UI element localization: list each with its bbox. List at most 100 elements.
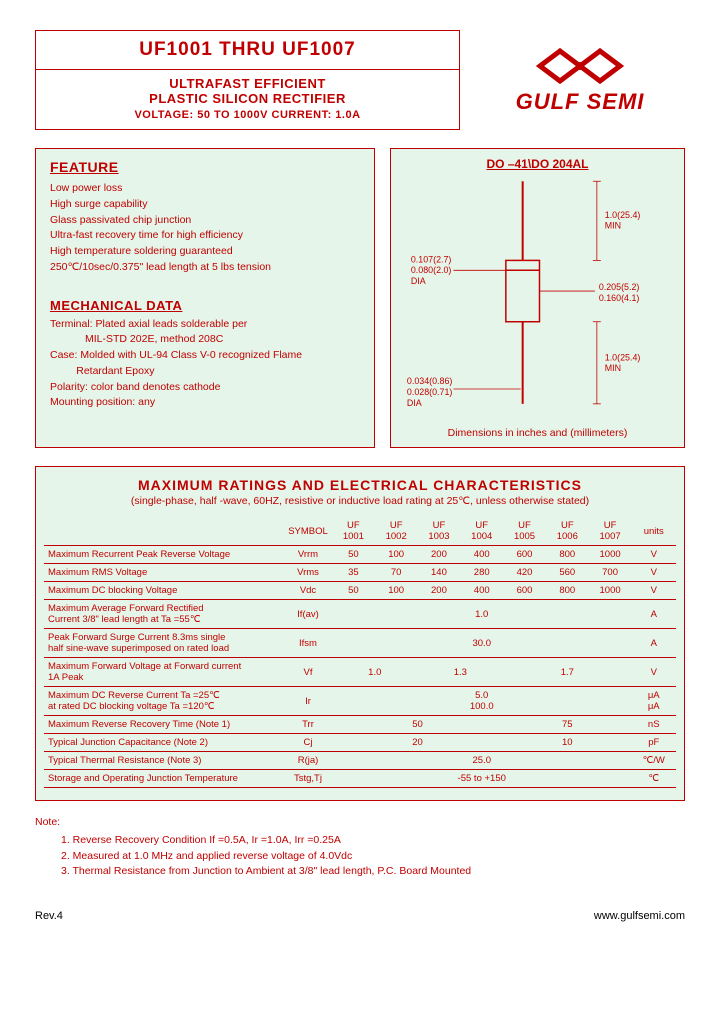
table-row: Typical Junction Capacitance (Note 2)Cj2… — [44, 734, 676, 752]
cell: 20 — [332, 734, 503, 752]
ratings-subtitle: (single-phase, half -wave, 60HZ, resisti… — [44, 495, 676, 507]
svg-text:0.205(5.2): 0.205(5.2) — [599, 282, 640, 292]
col-header: UF1002 — [375, 517, 418, 546]
cell: 30.0 — [332, 629, 631, 658]
cell: 5.0100.0 — [332, 687, 631, 716]
svg-text:0.160(4.1): 0.160(4.1) — [599, 293, 640, 303]
table-row: Maximum DC blocking VoltageVdc5010020040… — [44, 582, 676, 600]
cell: 800 — [546, 582, 589, 600]
cell: 600 — [503, 582, 546, 600]
mechanical-heading: MECHANICAL DATA — [50, 298, 360, 313]
mech-line: Terminal: Plated axial leads solderable … — [50, 317, 360, 333]
table-row: Maximum Forward Voltage at Forward curre… — [44, 658, 676, 687]
ratings-table: SYMBOLUF1001UF1002UF1003UF1004UF1005UF10… — [44, 517, 676, 788]
row-unit: ℃/W — [631, 752, 676, 770]
feature-line: High surge capability — [50, 197, 360, 213]
feature-panel: FEATURE Low power lossHigh surge capabil… — [35, 148, 375, 448]
table-row: Maximum Recurrent Peak Reverse VoltageVr… — [44, 546, 676, 564]
row-label: Maximum RMS Voltage — [44, 564, 284, 582]
mech-line: Polarity: color band denotes cathode — [50, 380, 360, 396]
logo: GULF SEMI — [475, 30, 685, 130]
row-symbol: Trr — [284, 716, 332, 734]
cell: 400 — [460, 582, 503, 600]
col-header: UF1003 — [418, 517, 461, 546]
cell: 1000 — [589, 546, 632, 564]
logo-text: GULF SEMI — [516, 89, 645, 115]
col-header: UF1007 — [589, 517, 632, 546]
diagram-panel: DO –41\DO 204AL 1.0(25.4) MIN 1.0(25.4) … — [390, 148, 685, 448]
col-header: UF1001 — [332, 517, 375, 546]
cell: -55 to +150 — [332, 770, 631, 788]
col-units: units — [631, 517, 676, 546]
svg-text:0.080(2.0): 0.080(2.0) — [411, 265, 452, 275]
table-row: Maximum DC Reverse Current Ta =25℃at rat… — [44, 687, 676, 716]
feature-line: 250℃/10sec/0.375" lead length at 5 lbs t… — [50, 260, 360, 276]
col-header: UF1006 — [546, 517, 589, 546]
cell: 35 — [332, 564, 375, 582]
subtitle-1: ULTRAFAST EFFICIENT — [50, 76, 445, 91]
mech-line: MIL-STD 202E, method 208C — [50, 332, 360, 348]
cell: 400 — [460, 546, 503, 564]
diagram-caption: Dimensions in inches and (millimeters) — [399, 427, 676, 439]
cell: 100 — [375, 546, 418, 564]
row-symbol: Vrms — [284, 564, 332, 582]
row-symbol: Vdc — [284, 582, 332, 600]
cell: 140 — [418, 564, 461, 582]
mech-line: Retardant Epoxy — [50, 364, 360, 380]
row-symbol: If(av) — [284, 600, 332, 629]
row-symbol: Vrrm — [284, 546, 332, 564]
notes-heading: Note: — [35, 815, 685, 831]
cell: 700 — [589, 564, 632, 582]
cell: 800 — [546, 546, 589, 564]
table-row: Maximum Average Forward RectifiedCurrent… — [44, 600, 676, 629]
table-row: Storage and Operating Junction Temperatu… — [44, 770, 676, 788]
row-unit: ℃ — [631, 770, 676, 788]
col-header: UF1004 — [460, 517, 503, 546]
svg-text:1.0(25.4): 1.0(25.4) — [605, 210, 641, 220]
table-row: Maximum Reverse Recovery Time (Note 1)Tr… — [44, 716, 676, 734]
svg-text:DIA: DIA — [411, 276, 426, 286]
note-line: 1. Reverse Recovery Condition If =0.5A, … — [35, 833, 685, 849]
row-label: Maximum Forward Voltage at Forward curre… — [44, 658, 284, 687]
col-header: UF1005 — [503, 517, 546, 546]
row-symbol: Vf — [284, 658, 332, 687]
row-symbol: Ir — [284, 687, 332, 716]
row-unit: pF — [631, 734, 676, 752]
spec-line: VOLTAGE: 50 TO 1000V CURRENT: 1.0A — [50, 109, 445, 121]
row-label: Maximum Average Forward RectifiedCurrent… — [44, 600, 284, 629]
cell: 50 — [332, 582, 375, 600]
cell: 70 — [375, 564, 418, 582]
ratings-title: MAXIMUM RATINGS AND ELECTRICAL CHARACTER… — [44, 477, 676, 493]
row-label: Maximum Recurrent Peak Reverse Voltage — [44, 546, 284, 564]
row-label: Typical Junction Capacitance (Note 2) — [44, 734, 284, 752]
row-label: Maximum DC blocking Voltage — [44, 582, 284, 600]
cell: 10 — [503, 734, 631, 752]
svg-text:0.034(0.86): 0.034(0.86) — [407, 376, 453, 386]
cell: 280 — [460, 564, 503, 582]
mech-line: Case: Molded with UL-94 Class V-0 recogn… — [50, 348, 360, 364]
cell: 100 — [375, 582, 418, 600]
svg-text:DIA: DIA — [407, 398, 422, 408]
note-line: 3. Thermal Resistance from Junction to A… — [35, 864, 685, 880]
ratings-panel: MAXIMUM RATINGS AND ELECTRICAL CHARACTER… — [35, 466, 685, 801]
row-unit: A — [631, 600, 676, 629]
page-title: UF1001 THRU UF1007 — [50, 39, 445, 61]
row-symbol: Ifsm — [284, 629, 332, 658]
row-unit: nS — [631, 716, 676, 734]
row-symbol: Tstg,Tj — [284, 770, 332, 788]
row-symbol: R(ja) — [284, 752, 332, 770]
row-unit: V — [631, 546, 676, 564]
notes-section: Note: 1. Reverse Recovery Condition If =… — [35, 815, 685, 880]
title-box: UF1001 THRU UF1007 ULTRAFAST EFFICIENT P… — [35, 30, 460, 130]
footer-url: www.gulfsemi.com — [594, 910, 685, 922]
revision: Rev.4 — [35, 910, 63, 922]
svg-text:MIN: MIN — [605, 363, 621, 373]
cell: 200 — [418, 546, 461, 564]
cell: 1.7 — [503, 658, 631, 687]
svg-text:0.028(0.71): 0.028(0.71) — [407, 387, 453, 397]
cell: 560 — [546, 564, 589, 582]
diagram-title: DO –41\DO 204AL — [399, 157, 676, 171]
row-label: Typical Thermal Resistance (Note 3) — [44, 752, 284, 770]
row-label: Peak Forward Surge Current 8.3ms singleh… — [44, 629, 284, 658]
table-row: Peak Forward Surge Current 8.3ms singleh… — [44, 629, 676, 658]
